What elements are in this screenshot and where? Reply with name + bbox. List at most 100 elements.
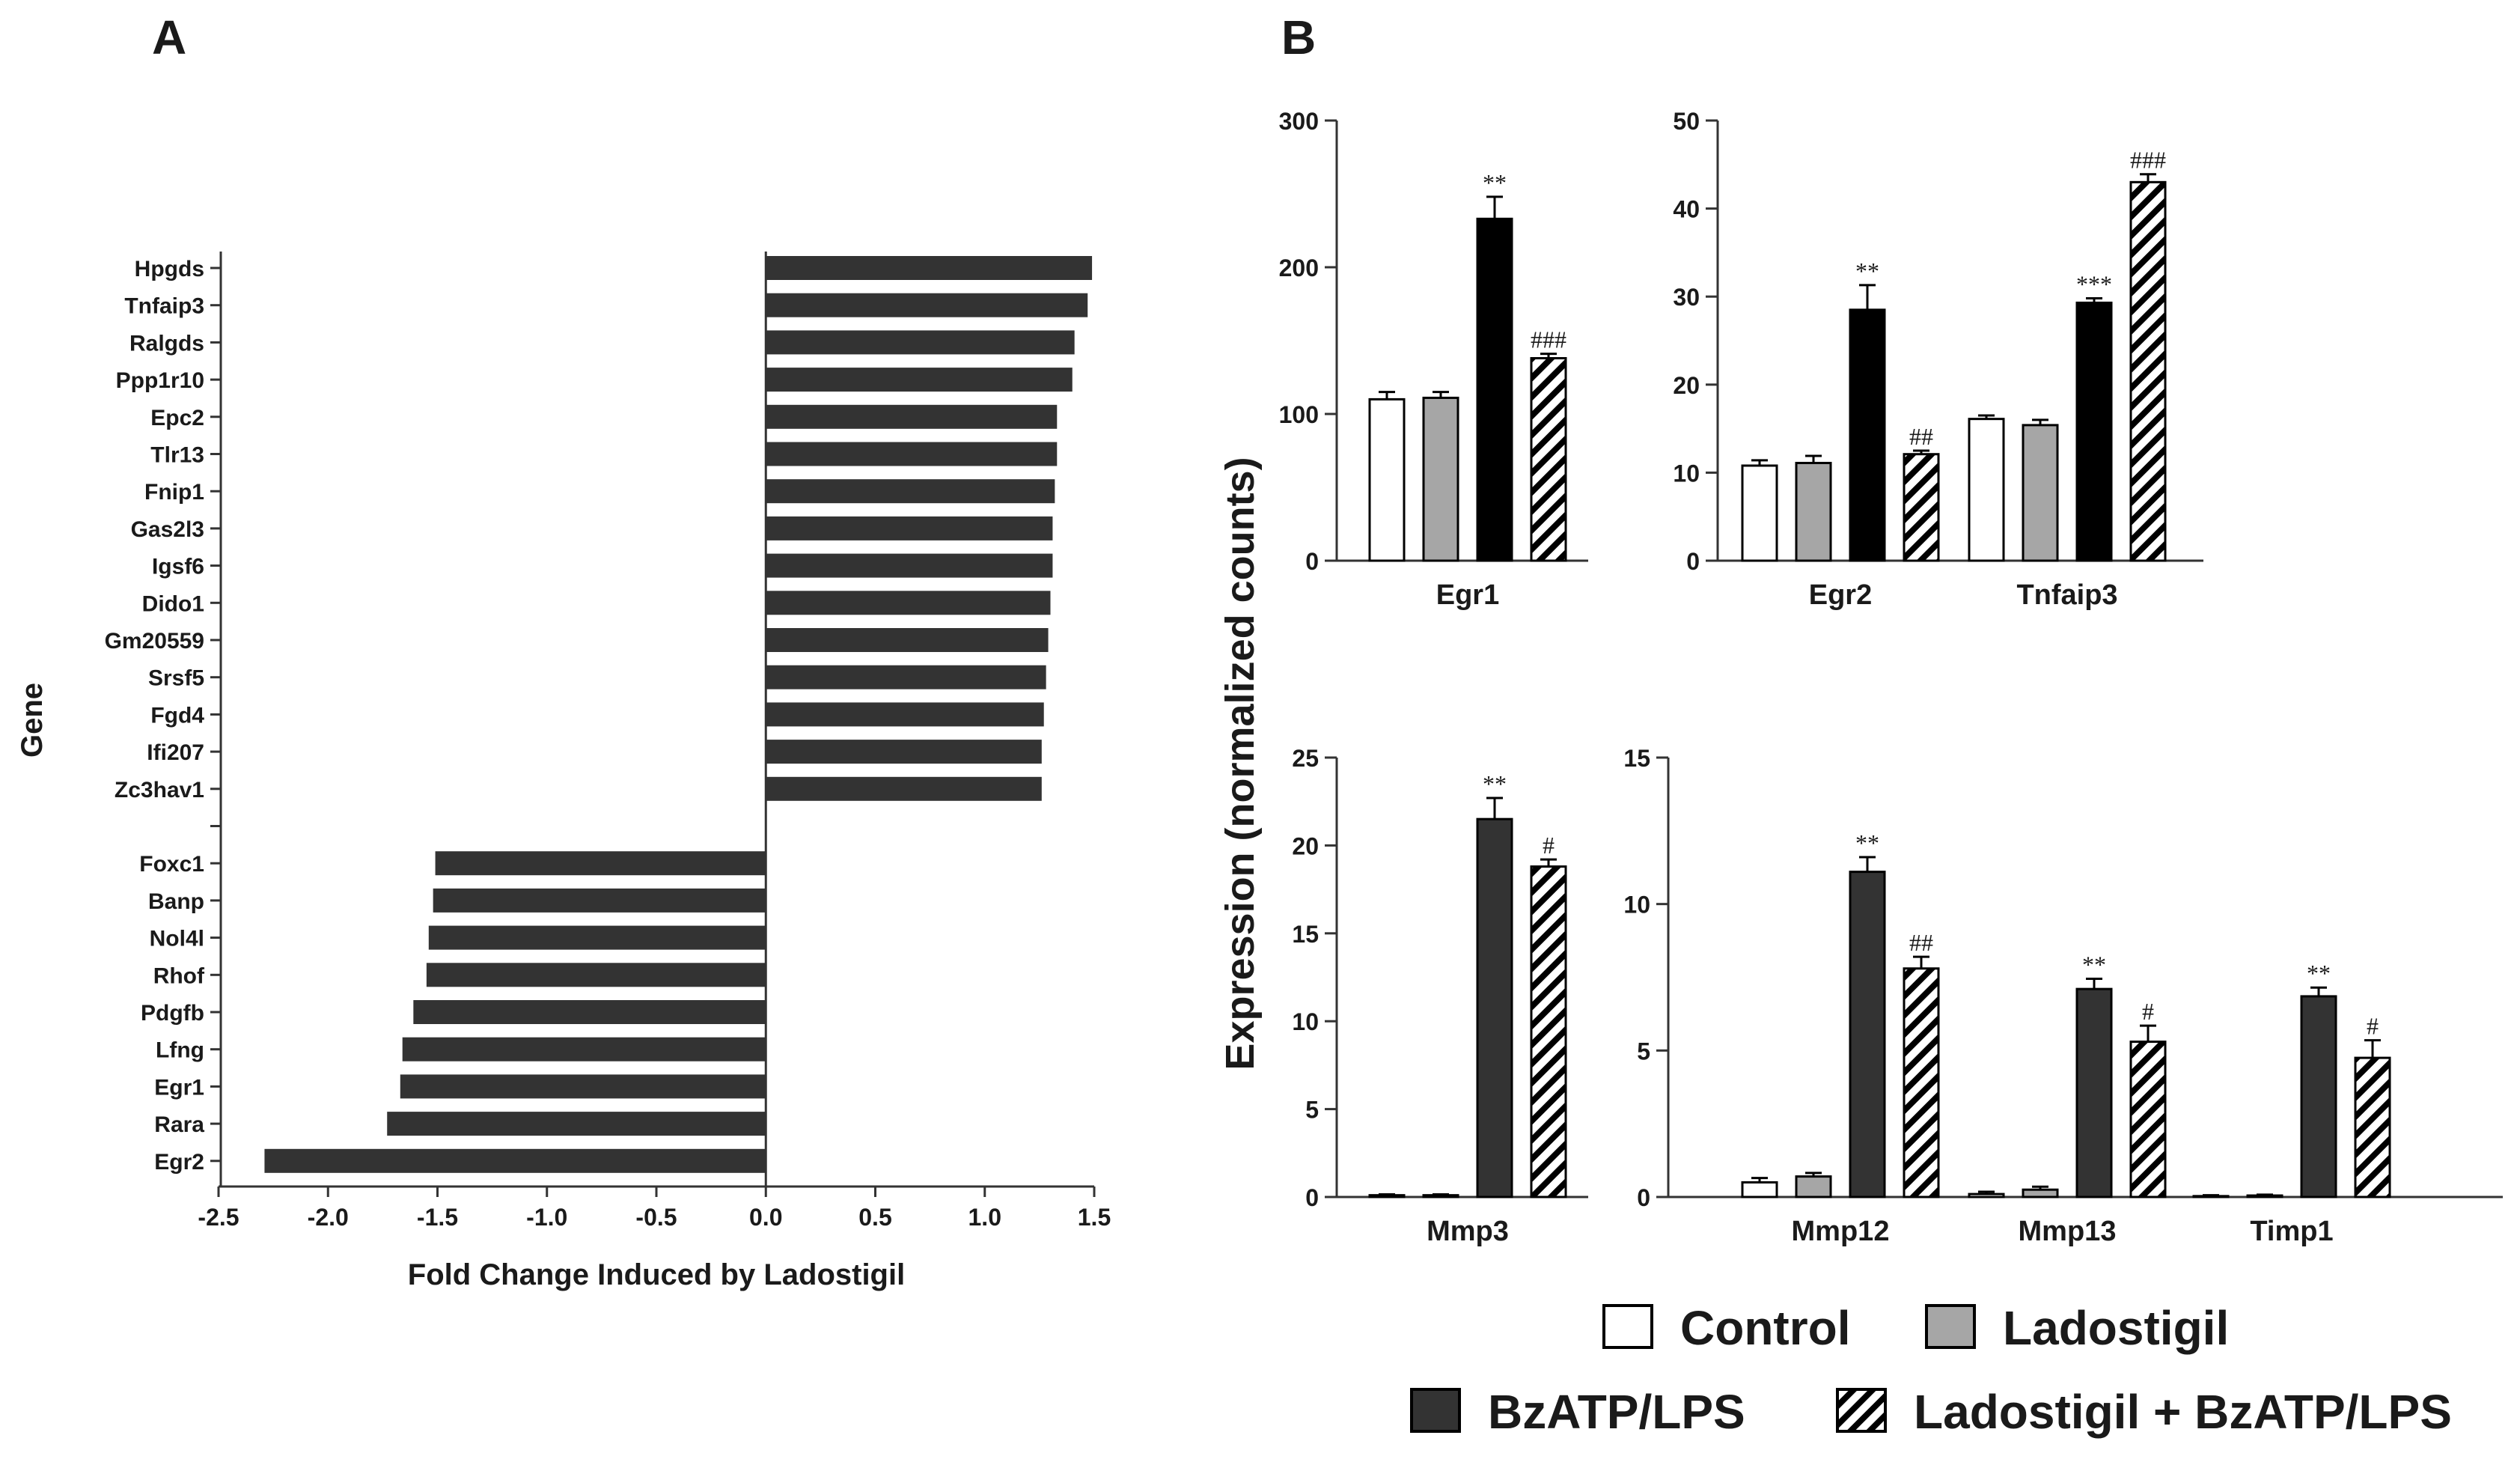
y-tick-label: 10 [1623,892,1650,919]
significance-label: ** [1855,258,1879,284]
bar-tnfaip3-bzatp-lps [2075,301,2113,562]
category-label: Egr1 [1436,579,1499,611]
bar-egr2 [264,1148,766,1173]
y-tick-label: 20 [1292,832,1319,859]
bar-egr2-bzatp-lps [1849,308,1886,562]
gene-label: Hpgds [135,257,204,281]
gene-label: Rhof [153,963,205,988]
bar-ppp1r10 [766,368,1073,392]
x-tick-label-a: 0.0 [749,1204,782,1231]
bar-mmp13-control [1968,1193,2005,1198]
bar-ifi207 [766,740,1042,764]
gene-label: Fnip1 [144,480,204,505]
legend-label: Control [1680,1301,1851,1355]
panel-letter-a: A [152,10,186,64]
legend-swatch-white [1602,1304,1653,1349]
bar-mmp3-ladostigil [1422,1194,1459,1198]
category-label: Mmp13 [2019,1216,2117,1247]
bar-fnip1 [766,479,1055,504]
panel-letter-b: B [1281,10,1316,64]
legend-swatch-gray [1925,1304,1976,1349]
bar-egr1 [400,1074,766,1099]
gene-label: Nol4l [150,927,204,951]
bar-ralgds [766,330,1075,355]
bar-tnfaip3-ladostigil-bzatp-lps [2129,180,2167,562]
significance-label: ## [1909,929,1933,956]
gene-label: Tlr13 [150,443,204,468]
chart-a-fold-change: -2.5 -2.0 -1.5 -1.0 -0.5 0.0 0.5 1.0 1.5 Hpgds Tnf… [16,252,1111,1291]
bar-timp1-bzatp-lps [2300,995,2337,1198]
x-axis-title-a: Fold Change Induced by Ladostigil [408,1258,905,1291]
x-tick-label-a: 0.5 [858,1204,891,1231]
bar-egr1-ladostigil [1422,396,1459,562]
bar-mmp12-ladostigil [1795,1175,1832,1198]
bar-mmp3-control [1368,1194,1406,1198]
y-tick-label: 40 [1673,196,1700,223]
bar-mmp12-bzatp-lps [1849,871,1886,1198]
bar-lfng [402,1037,766,1061]
bar-mmp13-ladostigil [2022,1188,2059,1198]
gene-label: Tnfaip3 [124,294,204,319]
gene-label: Dido1 [142,591,204,616]
bar-pdgfb [413,1000,766,1024]
gene-label: Igsf6 [152,555,204,579]
bar-mmp13-bzatp-lps [2075,987,2113,1198]
gene-label: Gm20559 [105,629,204,654]
y-tick-label: 5 [1637,1038,1650,1064]
bar-mmp12-control [1741,1181,1778,1198]
chart-b-expression: 0100200300**###Egr101020304050**##Egr2**… [1279,108,2503,1247]
bar-timp1-ladostigil-bzatp-lps [2354,1056,2391,1198]
bar-mmp12-ladostigil-bzatp-lps [1903,967,1940,1198]
subplot-mmp3: 0 5 10 15 20 25 ** # Mmp3 [1292,745,1588,1247]
x-tick-label-a: -1.0 [526,1204,567,1231]
bar-gas2l3 [766,516,1053,540]
y-tick-label: 30 [1673,284,1700,311]
gene-label: Foxc1 [139,852,204,877]
significance-label: ### [1531,326,1566,353]
y-tick-label: 10 [1292,1008,1319,1035]
y-tick-label: 20 [1673,372,1700,399]
shared-y-axis-label: Expression (normalized counts) [1218,457,1263,1070]
y-tick-label: 0 [1686,548,1700,575]
gene-label: Egr1 [154,1075,204,1100]
gene-label: Lfng [156,1038,204,1063]
bar-fgd4 [766,702,1044,727]
bar-rara [387,1112,766,1136]
bar-hpgds [766,256,1093,280]
bar-egr2-ladostigil [1795,461,1832,562]
x-tick-label-a: 1.0 [968,1204,1001,1231]
bar-srsf5 [766,665,1046,689]
gene-label: Banp [148,889,204,914]
x-tick-label-a: -0.5 [635,1204,677,1231]
bar-mmp13-ladostigil-bzatp-lps [2129,1041,2167,1198]
y-tick-label: 5 [1305,1097,1319,1124]
legend-label: Ladostigil + BzATP/LPS [1914,1385,2452,1439]
y-tick-label: 15 [1623,745,1650,772]
gene-label: Srsf5 [148,666,204,691]
bar-egr2-ladostigil-bzatp-lps [1903,453,1940,562]
category-label: Mmp3 [1427,1216,1509,1247]
bar-tnfaip3-control [1968,418,2005,562]
bar-egr2-control [1741,464,1778,562]
subplot-egr2-tnfaip3: 0 10 20 30 40 50 ** ## Egr2 *** ### Tnfaip3 [1673,108,2203,611]
bar-foxc1 [435,851,766,876]
gene-label: Ifi207 [147,740,204,765]
legend-swatch-dark [1410,1388,1461,1433]
bar-mmp3-bzatp-lps [1476,817,1513,1198]
significance-label: ### [2130,147,2166,174]
significance-label: ** [1483,169,1507,196]
y-tick-label: 15 [1292,921,1319,948]
y-tick-label: 50 [1673,108,1700,135]
x-tick-label-a: -1.5 [417,1204,458,1231]
significance-label: ** [1855,829,1879,856]
gene-label: Gas2l3 [131,517,204,542]
bar-rhof [426,963,766,987]
significance-label: ** [2082,951,2106,978]
gene-label: Zc3hav1 [115,778,204,802]
bar-dido1 [766,591,1051,615]
significance-label: ** [2307,960,2331,987]
bar-tlr13 [766,442,1058,466]
significance-label: # [2142,998,2154,1025]
y-tick-label: 25 [1292,745,1319,772]
legend-label: BzATP/LPS [1488,1385,1745,1439]
